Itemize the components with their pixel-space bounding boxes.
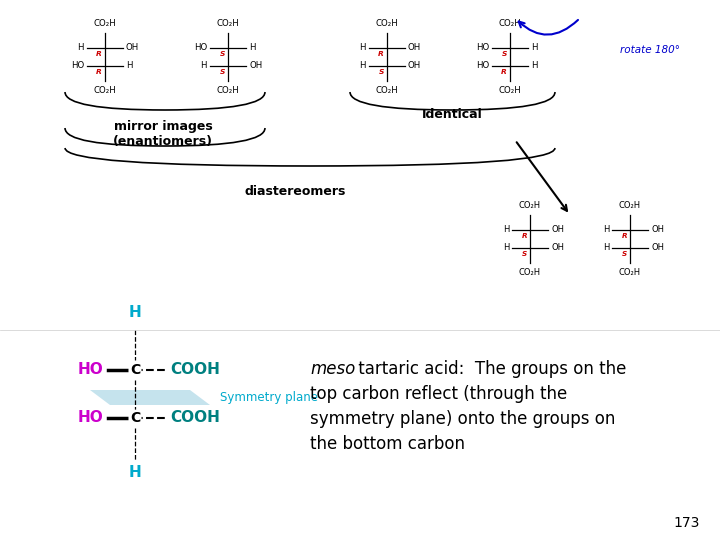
- Text: H: H: [129, 305, 141, 320]
- Text: C: C: [130, 411, 140, 425]
- Text: H: H: [603, 226, 609, 234]
- Text: CO₂H: CO₂H: [499, 86, 521, 95]
- Text: HO: HO: [71, 62, 84, 71]
- Text: CO₂H: CO₂H: [499, 19, 521, 28]
- Text: OH: OH: [651, 244, 664, 253]
- Text: H: H: [249, 44, 256, 52]
- Text: COOH: COOH: [170, 362, 220, 377]
- Text: HO: HO: [194, 44, 207, 52]
- Text: the bottom carbon: the bottom carbon: [310, 435, 465, 453]
- Text: H: H: [126, 62, 132, 71]
- Text: CO₂H: CO₂H: [217, 86, 239, 95]
- Text: S: S: [220, 69, 225, 75]
- Text: S: S: [522, 251, 527, 257]
- Text: CO₂H: CO₂H: [519, 201, 541, 210]
- Text: rotate 180°: rotate 180°: [620, 45, 680, 55]
- Text: OH: OH: [551, 244, 564, 253]
- Text: HO: HO: [476, 44, 489, 52]
- Text: H: H: [359, 62, 366, 71]
- Text: 173: 173: [674, 516, 700, 530]
- Text: CO₂H: CO₂H: [94, 19, 117, 28]
- Text: R: R: [521, 233, 527, 239]
- Text: CO₂H: CO₂H: [376, 86, 398, 95]
- Text: C: C: [130, 363, 140, 377]
- Text: CO₂H: CO₂H: [217, 19, 239, 28]
- Text: CO₂H: CO₂H: [94, 86, 117, 95]
- Text: symmetry plane) onto the groups on: symmetry plane) onto the groups on: [310, 410, 616, 428]
- Text: CO₂H: CO₂H: [519, 268, 541, 277]
- Text: H: H: [603, 244, 609, 253]
- Text: OH: OH: [651, 226, 664, 234]
- Text: H: H: [359, 44, 366, 52]
- Text: R: R: [501, 69, 507, 75]
- Text: COOH: COOH: [170, 410, 220, 426]
- Text: H: H: [531, 62, 538, 71]
- Text: CO₂H: CO₂H: [376, 19, 398, 28]
- Text: H: H: [129, 465, 141, 480]
- Text: S: S: [622, 251, 627, 257]
- Text: HO: HO: [77, 362, 103, 377]
- Text: S: S: [379, 69, 384, 75]
- Text: HO: HO: [77, 410, 103, 426]
- Text: OH: OH: [408, 44, 421, 52]
- Text: mirror images
(enantiomers): mirror images (enantiomers): [113, 120, 213, 148]
- Text: S: S: [220, 51, 225, 57]
- Text: H: H: [503, 226, 509, 234]
- Text: OH: OH: [408, 62, 421, 71]
- Text: meso: meso: [310, 360, 355, 378]
- Text: OH: OH: [551, 226, 564, 234]
- Text: S: S: [502, 51, 507, 57]
- Text: Identical: Identical: [422, 108, 482, 121]
- Text: HO: HO: [476, 62, 489, 71]
- Text: H: H: [78, 44, 84, 52]
- Text: R: R: [621, 233, 627, 239]
- Text: R: R: [96, 51, 102, 57]
- Text: OH: OH: [126, 44, 139, 52]
- Text: R: R: [96, 69, 102, 75]
- Polygon shape: [90, 390, 210, 405]
- Text: tartaric acid:  The groups on the: tartaric acid: The groups on the: [353, 360, 626, 378]
- Text: diastereomers: diastereomers: [244, 185, 346, 198]
- Text: CO₂H: CO₂H: [619, 201, 641, 210]
- Text: R: R: [378, 51, 384, 57]
- Text: top carbon reflect (through the: top carbon reflect (through the: [310, 385, 567, 403]
- Text: CO₂H: CO₂H: [619, 268, 641, 277]
- Text: H: H: [503, 244, 509, 253]
- Text: H: H: [200, 62, 207, 71]
- Text: OH: OH: [249, 62, 262, 71]
- Text: Symmetry plane: Symmetry plane: [220, 390, 318, 403]
- Text: H: H: [531, 44, 538, 52]
